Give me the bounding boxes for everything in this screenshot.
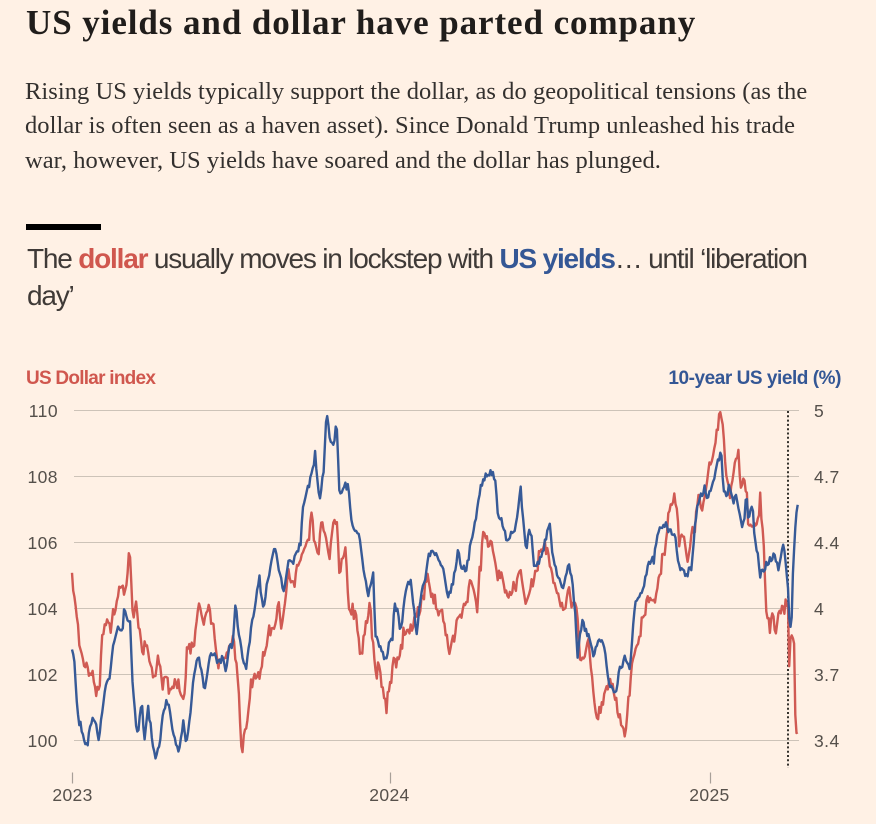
- svg-text:2023: 2023: [52, 785, 92, 805]
- svg-text:106: 106: [27, 533, 58, 553]
- svg-text:110: 110: [29, 401, 58, 421]
- svg-text:4.7: 4.7: [814, 467, 840, 487]
- svg-text:3.7: 3.7: [814, 665, 840, 685]
- svg-text:4: 4: [814, 599, 824, 619]
- svg-text:4.4: 4.4: [814, 533, 840, 553]
- svg-text:100: 100: [27, 731, 58, 751]
- svg-text:102: 102: [27, 665, 58, 685]
- svg-text:5: 5: [814, 401, 824, 421]
- svg-text:2024: 2024: [369, 785, 409, 805]
- svg-text:2025: 2025: [689, 785, 729, 805]
- svg-text:108: 108: [27, 467, 58, 487]
- svg-text:3.4: 3.4: [814, 731, 840, 751]
- svg-text:104: 104: [27, 599, 58, 619]
